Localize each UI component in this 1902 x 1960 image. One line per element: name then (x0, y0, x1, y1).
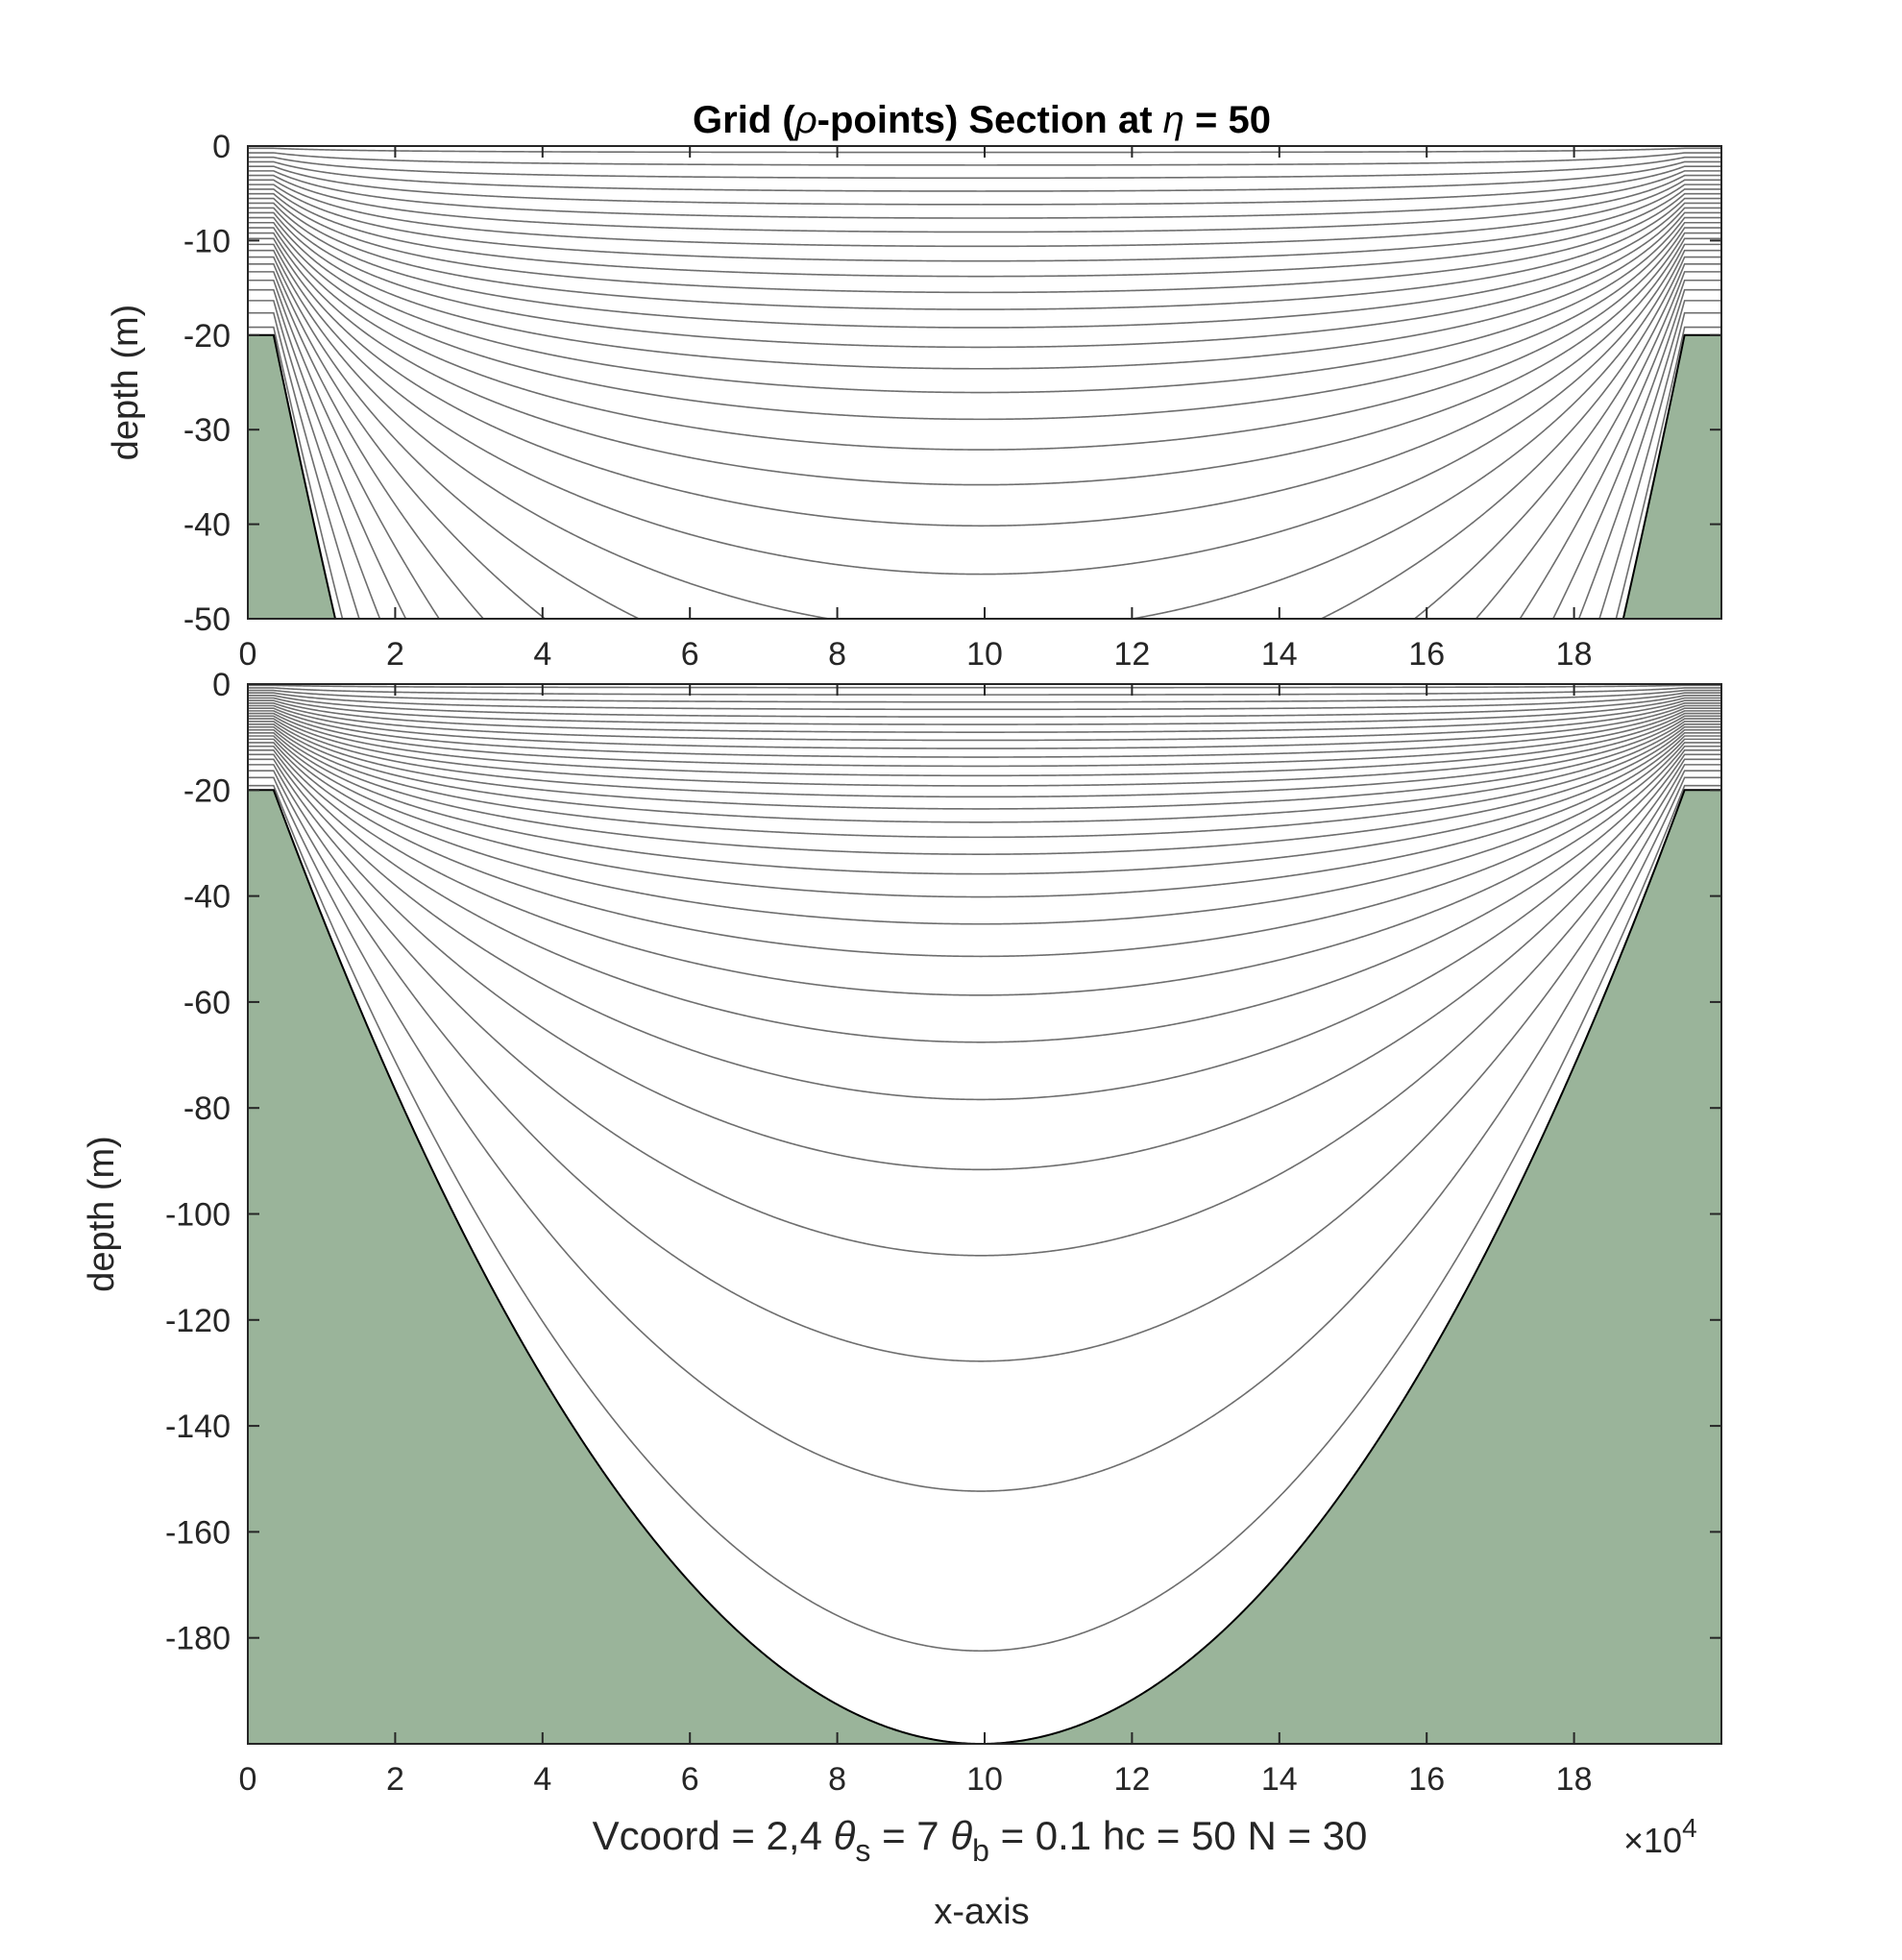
bottom-panel: 0 2 4 6 8 10 12 14 16 18 0 -20 -40 -60 -80 -100 -120 -140… (82, 667, 1722, 1798)
land-fill (248, 790, 1721, 1744)
sigma-level-9 (248, 249, 1721, 619)
x-tick-label: 12 (1113, 1761, 1150, 1798)
y-tick-label: -40 (183, 879, 231, 916)
grid-parameters: Vcoord = 2,4 θs = 7 θb = 0.1 hc = 50 N =… (593, 1813, 1368, 1868)
sigma-level-15 (248, 216, 1721, 394)
y-tick-label: -30 (183, 412, 231, 449)
x-tick-label: 16 (1408, 1761, 1445, 1798)
y-tick-label: -80 (183, 1090, 231, 1127)
x-tick-label: 8 (828, 1761, 846, 1798)
sigma-level-14 (248, 221, 1721, 421)
x-tick-label: 8 (828, 636, 846, 673)
x-multiplier-label: ×104 (1623, 1813, 1697, 1860)
sigma-level-17 (248, 207, 1721, 349)
sigma-level-12 (248, 731, 1721, 875)
sigma-level-21 (248, 707, 1721, 758)
sigma-level-8 (248, 745, 1721, 996)
sigma-level-14 (248, 725, 1721, 839)
sigma-level-29 (248, 152, 1721, 166)
sigma-level-13 (248, 227, 1721, 451)
y-tick-label: -20 (183, 318, 231, 355)
y-tick-label: -40 (183, 507, 231, 544)
x-tick-label: 0 (239, 1761, 257, 1798)
sigma-level-21 (248, 188, 1721, 278)
x-tick-label: 10 (966, 636, 1003, 673)
sigma-level-8 (248, 256, 1721, 619)
y-tick-label: -160 (165, 1514, 231, 1551)
sigma-level-18 (248, 202, 1721, 329)
plot-area (248, 146, 1721, 619)
sigma-level-20 (248, 710, 1721, 768)
sigma-level-22 (248, 184, 1721, 262)
sigma-level-11 (248, 237, 1721, 527)
y-axis-label: depth (m) (82, 1136, 122, 1292)
sigma-level-17 (248, 718, 1721, 798)
y-tick-label: -60 (183, 985, 231, 1021)
sigma-level-9 (248, 742, 1721, 958)
x-tick-label: 18 (1556, 636, 1593, 673)
sigma-level-27 (248, 160, 1721, 192)
sigma-level-25 (248, 170, 1721, 219)
sigma-level-25 (248, 697, 1721, 725)
y-tick-label: -50 (183, 601, 231, 638)
sigma-level-12 (248, 232, 1721, 486)
x-tick-label: 2 (386, 636, 404, 673)
sigma-level-23 (248, 702, 1721, 742)
sigma-level-16 (248, 211, 1721, 370)
sigma-level-26 (248, 695, 1721, 718)
x-tick-label: 14 (1261, 1761, 1298, 1798)
y-tick-label: -100 (165, 1197, 231, 1234)
x-tick-label: 4 (533, 636, 551, 673)
sigma-level-6 (248, 753, 1721, 1101)
y-tick-label: -20 (183, 772, 231, 809)
y-tick-label: -10 (183, 223, 231, 259)
sigma-level-24 (248, 174, 1721, 233)
sigma-level-27 (248, 692, 1721, 711)
x-tick-label: 6 (681, 1761, 699, 1798)
sigma-level-18 (248, 715, 1721, 787)
sigma-level-3 (248, 770, 1721, 1362)
x-tick-label: 18 (1556, 1761, 1593, 1798)
x-tick-label: 6 (681, 636, 699, 673)
x-tick-label: 4 (533, 1761, 551, 1798)
x-tick-label: 14 (1261, 636, 1298, 673)
sigma-level-13 (248, 728, 1721, 855)
sigma-level-7 (248, 749, 1721, 1043)
sigma-level-10 (248, 738, 1721, 925)
sigma-level-22 (248, 704, 1721, 749)
x-tick-label: 0 (239, 636, 257, 673)
sigma-level-28 (248, 156, 1721, 180)
sigma-level-16 (248, 721, 1721, 810)
sigma-level-19 (248, 712, 1721, 777)
y-tick-label: -120 (165, 1303, 231, 1339)
y-tick-label: 0 (212, 667, 231, 703)
top-panel: 0 2 4 6 8 10 12 14 16 18 0 -10 -20 -30 -40 -50 depth (m) (106, 129, 1722, 673)
sigma-level-28 (248, 689, 1721, 703)
sigma-level-4 (248, 764, 1721, 1257)
sigma-level-15 (248, 723, 1721, 823)
sigma-level-20 (248, 192, 1721, 294)
sigma-level-7 (248, 263, 1721, 619)
sigma-level-1 (248, 784, 1721, 1653)
x-axis-label: x-axis (934, 1892, 1029, 1932)
sigma-level-10 (248, 243, 1721, 576)
sigma-level-5 (248, 758, 1721, 1171)
x-tick-label: 16 (1408, 636, 1445, 673)
y-tick-label: 0 (212, 129, 231, 165)
sigma-level-26 (248, 165, 1721, 206)
chart-title: Grid (ρ-points) Section at η = 50 (693, 99, 1271, 141)
x-tick-label: 2 (386, 1761, 404, 1798)
y-tick-label: -140 (165, 1409, 231, 1445)
x-tick-label: 12 (1113, 636, 1150, 673)
sigma-level-19 (248, 197, 1721, 310)
sigma-level-11 (248, 735, 1721, 898)
sigma-level-23 (248, 179, 1721, 248)
y-axis-label: depth (m) (106, 305, 146, 461)
y-tick-label: -180 (165, 1621, 231, 1657)
sigma-level-2 (248, 776, 1721, 1492)
sigma-level-24 (248, 699, 1721, 733)
x-tick-label: 10 (966, 1761, 1003, 1798)
plot-area (248, 684, 1721, 1744)
